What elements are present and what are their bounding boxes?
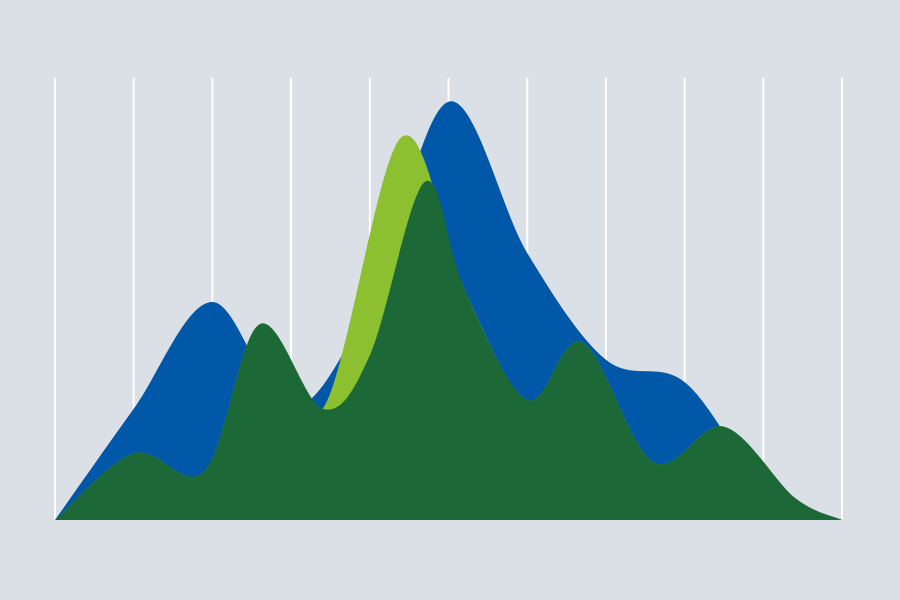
- area-series-2: [55, 180, 842, 520]
- area-series: [55, 101, 842, 520]
- gridlines: [54, 78, 843, 520]
